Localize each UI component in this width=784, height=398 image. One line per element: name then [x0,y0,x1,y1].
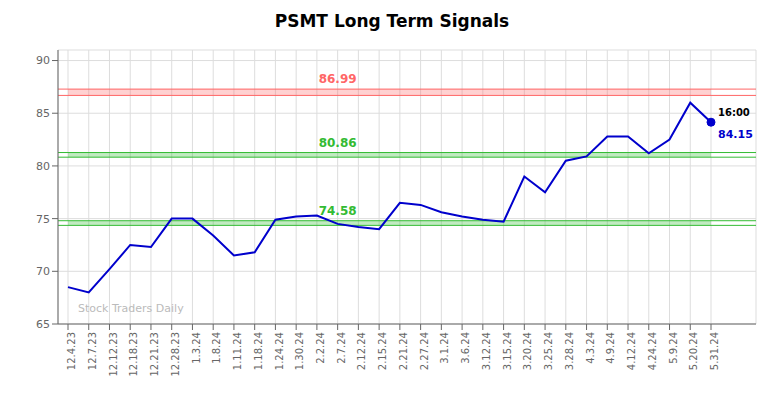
svg-text:1.3.24: 1.3.24 [191,332,202,364]
svg-text:12.28.23: 12.28.23 [170,332,181,377]
svg-text:2.27.24: 2.27.24 [419,332,430,370]
svg-text:2.2.24: 2.2.24 [315,332,326,364]
svg-text:4.9.24: 4.9.24 [605,332,616,364]
svg-text:86.99: 86.99 [319,72,357,86]
svg-text:74.58: 74.58 [319,204,357,218]
svg-text:3.15.24: 3.15.24 [502,332,513,370]
svg-text:3.20.24: 3.20.24 [522,332,533,370]
svg-text:3.12.24: 3.12.24 [481,332,492,370]
svg-text:2.12.24: 2.12.24 [356,332,367,370]
svg-text:80.86: 80.86 [319,136,357,150]
svg-text:1.24.24: 1.24.24 [274,332,285,370]
svg-text:16:00: 16:00 [718,107,750,118]
svg-text:12.18.23: 12.18.23 [128,332,139,377]
svg-text:84.15: 84.15 [718,128,753,141]
svg-text:3.28.24: 3.28.24 [564,332,575,370]
svg-text:3.6.24: 3.6.24 [460,332,471,364]
svg-text:85: 85 [36,107,50,120]
svg-text:12.12.23: 12.12.23 [108,332,119,377]
svg-text:90: 90 [36,54,50,67]
html-text:Stock Traders Daily: Stock Traders Daily [78,302,184,315]
svg-text:1.18.24: 1.18.24 [253,332,264,370]
svg-text:4.24.24: 4.24.24 [647,332,658,370]
svg-text:12.4.23: 12.4.23 [66,332,77,370]
svg-text:75: 75 [36,213,50,226]
svg-text:2.15.24: 2.15.24 [377,332,388,370]
html-text:PSMT Long Term Signals: PSMT Long Term Signals [274,11,510,31]
svg-text:2.21.24: 2.21.24 [398,332,409,370]
svg-text:12.21.23: 12.21.23 [149,332,160,377]
svg-text:12.7.23: 12.7.23 [87,332,98,370]
svg-text:80: 80 [36,160,50,173]
svg-text:4.3.24: 4.3.24 [585,332,596,364]
svg-text:70: 70 [36,265,50,278]
svg-text:1.30.24: 1.30.24 [294,332,305,370]
svg-text:1.11.24: 1.11.24 [232,332,243,370]
svg-text:5.20.24: 5.20.24 [688,332,699,370]
svg-text:3.25.24: 3.25.24 [543,332,554,370]
svg-text:4.12.24: 4.12.24 [626,332,637,370]
svg-text:65: 65 [36,318,50,331]
svg-text:3.1.24: 3.1.24 [439,332,450,364]
svg-text:5.9.24: 5.9.24 [668,332,679,364]
svg-text:2.7.24: 2.7.24 [336,332,347,364]
svg-text:5.31.24: 5.31.24 [709,332,720,370]
svg-text:1.8.24: 1.8.24 [211,332,222,364]
